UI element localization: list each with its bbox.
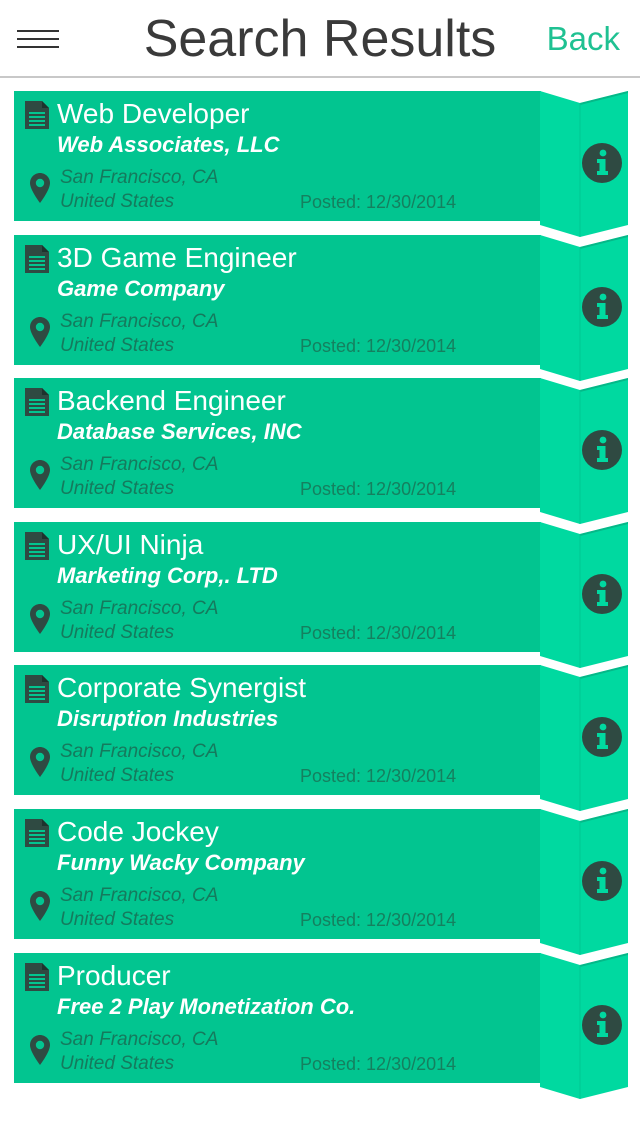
info-icon[interactable]: [582, 1005, 622, 1045]
job-result-card[interactable]: UX/UI Ninja Marketing Corp,. LTD San Fra…: [14, 522, 628, 668]
posted-date: Posted: 12/30/2014: [300, 623, 457, 643]
page-title: Search Results: [143, 10, 497, 68]
map-pin-icon: [30, 173, 50, 203]
posted-date: Posted: 12/30/2014: [300, 1054, 457, 1074]
job-card-body[interactable]: Corporate Synergist Disruption Industrie…: [14, 665, 541, 795]
info-icon[interactable]: [582, 861, 622, 901]
location-country: United States: [60, 1053, 175, 1074]
map-pin-icon: [30, 317, 50, 347]
job-card-body[interactable]: Code Jockey Funny Wacky Company San Fran…: [14, 809, 541, 939]
job-result-card[interactable]: Web Developer Web Associates, LLC San Fr…: [14, 91, 628, 237]
job-card-body[interactable]: Producer Free 2 Play Monetization Co. Sa…: [14, 953, 541, 1083]
hamburger-menu-icon[interactable]: [17, 28, 59, 50]
info-icon[interactable]: [582, 143, 622, 183]
company-name: Game Company: [57, 276, 225, 301]
document-icon: [25, 532, 49, 560]
location-city: San Francisco, CA: [60, 598, 219, 619]
document-icon: [25, 245, 49, 273]
job-card-body[interactable]: Backend Engineer Database Services, INC …: [14, 378, 541, 508]
company-name: Database Services, INC: [57, 419, 302, 444]
job-result-card[interactable]: Code Jockey Funny Wacky Company San Fran…: [14, 809, 628, 955]
company-name: Funny Wacky Company: [57, 850, 305, 875]
back-button[interactable]: Back: [546, 20, 620, 57]
location-city: San Francisco, CA: [60, 454, 219, 475]
location-city: San Francisco, CA: [60, 1029, 219, 1050]
job-title: Web Developer: [57, 98, 250, 129]
document-icon: [25, 963, 49, 991]
info-icon[interactable]: [582, 717, 622, 757]
info-icon[interactable]: [582, 574, 622, 614]
posted-date: Posted: 12/30/2014: [300, 192, 457, 212]
location-country: United States: [60, 909, 175, 930]
document-icon: [25, 675, 49, 703]
map-pin-icon: [30, 891, 50, 921]
document-icon: [25, 388, 49, 416]
location-country: United States: [60, 191, 175, 212]
location-country: United States: [60, 478, 175, 499]
info-icon[interactable]: [582, 430, 622, 470]
company-name: Disruption Industries: [57, 706, 279, 731]
location-country: United States: [60, 335, 175, 356]
map-pin-icon: [30, 1035, 50, 1065]
job-title: Backend Engineer: [57, 385, 286, 416]
job-title: Code Jockey: [57, 816, 219, 847]
map-pin-icon: [30, 747, 50, 777]
info-icon[interactable]: [582, 287, 622, 327]
location-country: United States: [60, 765, 175, 786]
location-country: United States: [60, 622, 175, 643]
company-name: Marketing Corp,. LTD: [57, 563, 278, 588]
location-city: San Francisco, CA: [60, 885, 219, 906]
document-icon: [25, 101, 49, 129]
posted-date: Posted: 12/30/2014: [300, 766, 457, 786]
job-card-body[interactable]: 3D Game Engineer Game Company San Franci…: [14, 235, 541, 365]
posted-date: Posted: 12/30/2014: [300, 336, 457, 356]
location-city: San Francisco, CA: [60, 741, 219, 762]
job-title: UX/UI Ninja: [57, 529, 204, 560]
location-city: San Francisco, CA: [60, 167, 219, 188]
map-pin-icon: [30, 460, 50, 490]
map-pin-icon: [30, 604, 50, 634]
posted-date: Posted: 12/30/2014: [300, 910, 457, 930]
job-result-card[interactable]: Backend Engineer Database Services, INC …: [14, 378, 628, 524]
job-result-card[interactable]: 3D Game Engineer Game Company San Franci…: [14, 235, 628, 381]
company-name: Web Associates, LLC: [57, 132, 280, 157]
job-title: Corporate Synergist: [57, 672, 307, 703]
company-name: Free 2 Play Monetization Co.: [57, 994, 356, 1019]
navigation-bar: Search Results Back: [0, 0, 640, 78]
job-card-body[interactable]: Web Developer Web Associates, LLC San Fr…: [14, 91, 541, 221]
document-icon: [25, 819, 49, 847]
job-result-card[interactable]: Corporate Synergist Disruption Industrie…: [14, 665, 628, 811]
job-result-card[interactable]: Producer Free 2 Play Monetization Co. Sa…: [14, 953, 628, 1099]
job-title: 3D Game Engineer: [57, 242, 297, 273]
job-title: Producer: [57, 960, 171, 991]
location-city: San Francisco, CA: [60, 311, 219, 332]
posted-date: Posted: 12/30/2014: [300, 479, 457, 499]
job-card-body[interactable]: UX/UI Ninja Marketing Corp,. LTD San Fra…: [14, 522, 541, 652]
